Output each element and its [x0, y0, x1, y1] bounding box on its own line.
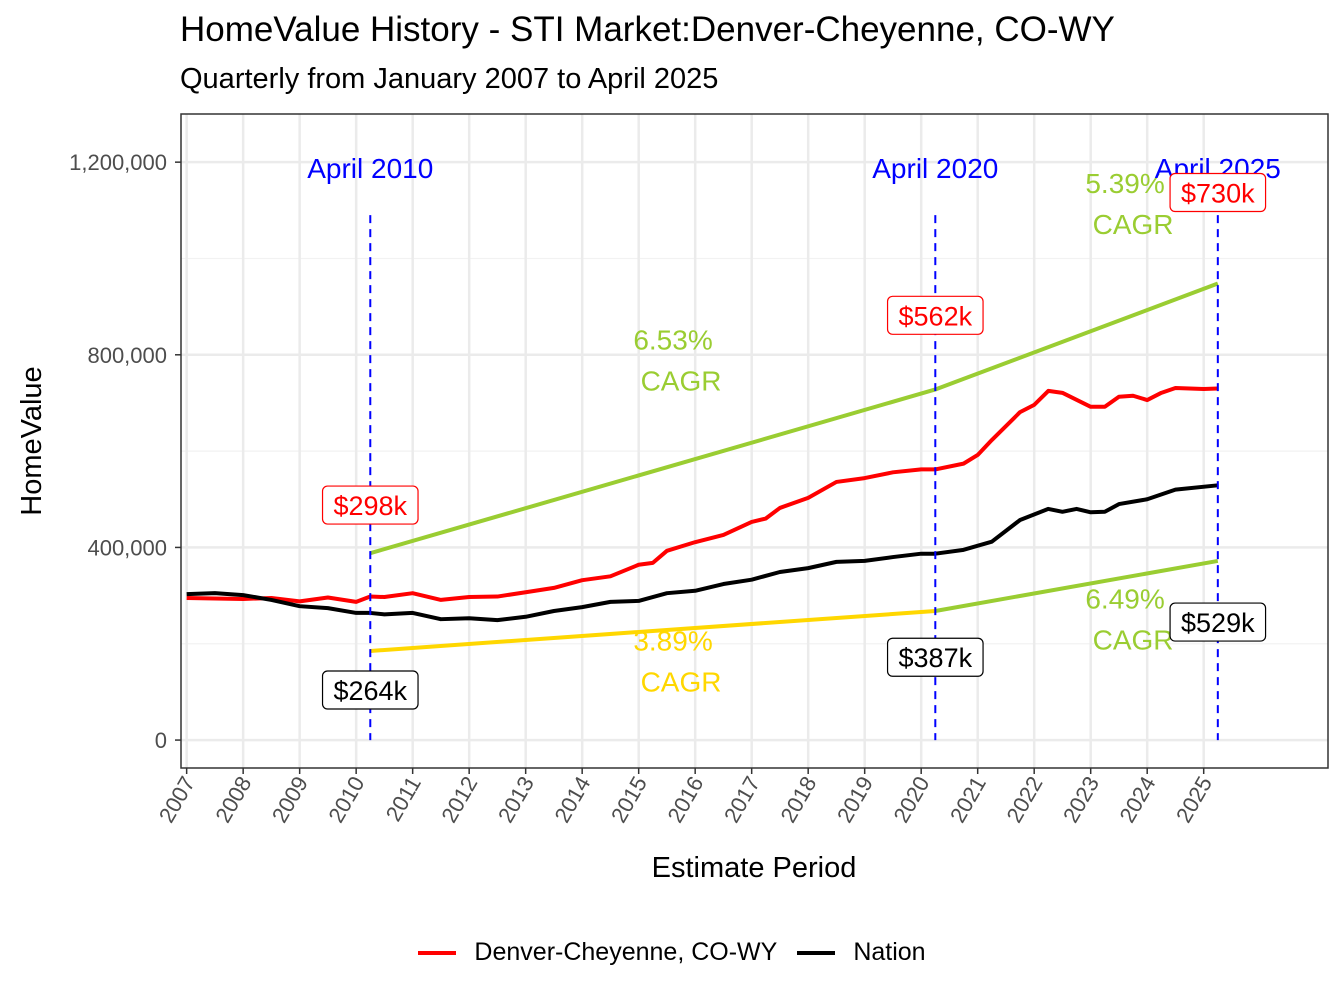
x-tick-label: 2009 — [267, 772, 313, 827]
annotations: 6.53% CAGR 5.39% CAGR 3.89% CAGR 6.49% CAGR… — [307, 153, 1281, 710]
x-tick-label: 2012 — [436, 772, 482, 827]
cagr-label: 3.89% — [633, 626, 712, 657]
y-tick-label: 0 — [155, 728, 167, 753]
series-lines — [186, 386, 1219, 623]
cagr-lines — [369, 281, 1219, 653]
cagr-line — [934, 558, 1219, 613]
legend-item-nation: Nation — [797, 938, 926, 967]
value-label: $730k — [1181, 178, 1255, 208]
legend-key-denver — [418, 950, 457, 955]
legend-key-nation — [797, 950, 836, 955]
value-label-box — [321, 485, 419, 525]
cagr-label: CAGR — [1093, 624, 1174, 655]
x-tick-label: 2007 — [154, 772, 200, 827]
x-tick-label: 2017 — [719, 772, 765, 827]
axes: 0 400,000 800,000 1,200,000 2007 2008 2009 2010… — [69, 150, 1217, 827]
x-tick-label: 2013 — [493, 772, 539, 827]
cagr-label: 5.39% — [1085, 168, 1164, 199]
x-tick-label: 2011 — [381, 772, 426, 825]
cagr-label: CAGR — [1093, 209, 1174, 240]
value-label-box — [1169, 602, 1267, 642]
grid — [181, 114, 1328, 768]
x-tick-label: 2023 — [1058, 772, 1104, 827]
cagr-label: CAGR — [641, 667, 722, 698]
x-tick-label: 2014 — [549, 772, 595, 827]
cagr-label: 6.53% — [633, 325, 712, 356]
value-label: $387k — [899, 643, 973, 673]
legend-label-nation: Nation — [853, 938, 926, 966]
plot-panel-border — [180, 113, 1329, 769]
x-tick-label: 2018 — [775, 772, 821, 827]
y-axis-title: HomeValue — [16, 366, 48, 515]
legend: Denver-Cheyenne, CO-WY Nation — [0, 938, 1344, 967]
x-tick-label: 2022 — [1001, 772, 1047, 827]
x-tick-label: 2024 — [1114, 772, 1160, 827]
cagr-line — [369, 387, 936, 556]
x-axis-title: Estimate Period — [652, 852, 857, 884]
cagr-label: CAGR — [641, 366, 722, 397]
value-label: $529k — [1181, 608, 1255, 638]
value-label: $562k — [899, 301, 973, 331]
legend-item-denver: Denver-Cheyenne, CO-WY — [418, 938, 777, 967]
x-tick-label: 2021 — [945, 772, 991, 827]
cagr-line — [370, 609, 936, 653]
value-label-box — [886, 295, 984, 335]
y-tick-label: 400,000 — [87, 535, 167, 560]
x-tick-label: 2019 — [832, 772, 878, 827]
series-line-denver — [186, 386, 1218, 604]
x-tick-label: 2008 — [210, 772, 256, 827]
chart-subtitle: Quarterly from January 2007 to April 202… — [180, 63, 719, 95]
x-tick-label: 2016 — [662, 772, 708, 827]
value-label: $298k — [333, 491, 407, 521]
y-tick-label: 800,000 — [87, 343, 167, 368]
value-label-box — [321, 670, 419, 710]
x-tick-label: 2020 — [888, 772, 934, 827]
reference-label: April 2010 — [307, 153, 433, 184]
y-tick-label: 1,200,000 — [69, 150, 167, 175]
x-tick-label: 2025 — [1171, 772, 1217, 827]
legend-label-denver: Denver-Cheyenne, CO-WY — [474, 938, 778, 966]
reference-label: April 2020 — [872, 153, 998, 184]
cagr-label: 6.49% — [1085, 583, 1164, 614]
value-label: $264k — [333, 676, 407, 706]
cagr-line — [934, 281, 1219, 392]
x-tick-label: 2010 — [323, 772, 369, 827]
chart-title: HomeValue History - STI Market:Denver-Ch… — [180, 10, 1115, 49]
x-tick-label: 2015 — [606, 772, 652, 827]
series-line-nation — [186, 483, 1219, 623]
value-label-box — [886, 637, 984, 677]
value-label-box — [1169, 172, 1267, 213]
